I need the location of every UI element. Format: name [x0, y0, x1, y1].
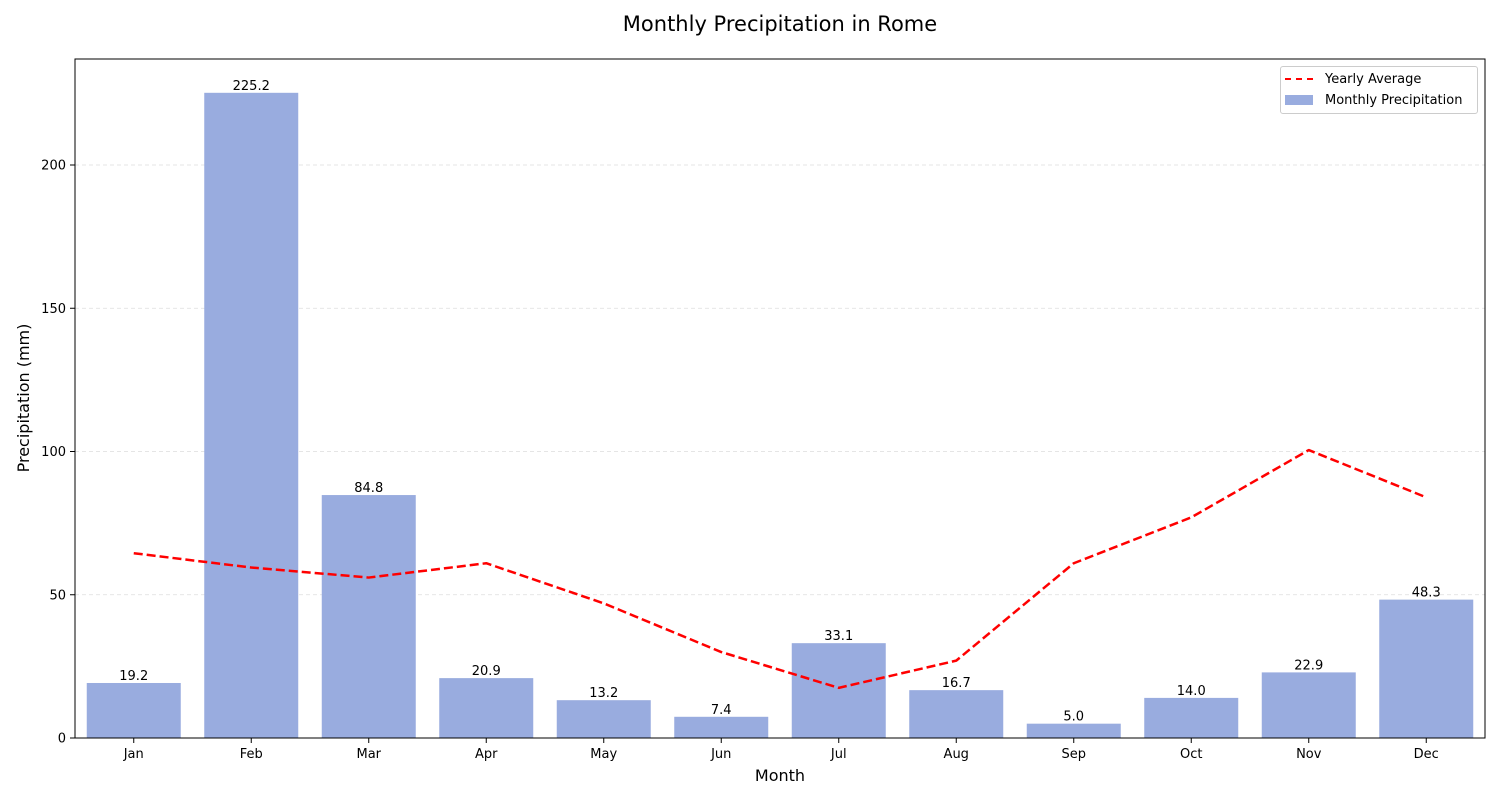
legend-dashed-line-swatch	[1285, 78, 1313, 80]
bar-value-label: 225.2	[233, 79, 270, 94]
bar-apr	[439, 678, 534, 738]
bar-oct	[1144, 697, 1239, 738]
legend: Yearly Average Monthly Precipitation	[1280, 66, 1478, 114]
bar-dec	[1379, 599, 1474, 738]
bar-value-label: 14.0	[1177, 684, 1206, 699]
grid-lines	[75, 164, 1485, 596]
bars	[86, 92, 1474, 738]
legend-bar-swatch	[1285, 95, 1313, 105]
yearly-average-line	[133, 448, 1427, 690]
x-tick-label: Aug	[944, 747, 969, 762]
legend-label-monthly-precipitation: Monthly Precipitation	[1325, 92, 1463, 108]
bar-value-label: 48.3	[1412, 586, 1441, 601]
y-tick-label: 150	[41, 302, 66, 317]
bar-value-label: 7.4	[711, 703, 732, 718]
bar-sep	[1026, 723, 1121, 738]
bar-feb	[204, 92, 299, 738]
bar-aug	[909, 690, 1004, 738]
average-line	[133, 448, 1427, 690]
x-tick-label: Apr	[475, 747, 498, 762]
x-tick-label: Oct	[1180, 747, 1202, 762]
x-tick-label: Jul	[830, 747, 847, 762]
bar-may	[556, 700, 651, 738]
x-tick-label: Dec	[1414, 747, 1439, 762]
bar-jan	[86, 682, 181, 738]
x-tick-label: Jan	[123, 747, 144, 762]
x-tick-label: Jun	[710, 747, 731, 762]
bar-value-label: 5.0	[1063, 710, 1084, 725]
bar-value-label: 16.7	[942, 676, 971, 691]
bar-value-label: 19.2	[119, 669, 148, 684]
x-axis-label: Month	[755, 766, 805, 785]
bar-nov	[1261, 672, 1356, 738]
x-tick-label: Nov	[1296, 747, 1322, 762]
bar-mar	[321, 495, 416, 738]
bar-value-label: 84.8	[354, 481, 383, 496]
chart-title: Monthly Precipitation in Rome	[623, 12, 937, 36]
bar-jun	[674, 716, 769, 738]
legend-item-monthly-precipitation: Monthly Precipitation	[1285, 91, 1462, 109]
bar-value-label: 20.9	[472, 664, 501, 679]
legend-label-yearly-average: Yearly Average	[1325, 71, 1422, 87]
bar-value-labels: 19.2 225.2 84.8 20.9 13.2 7.4 33.1 16.7 5.0 14.0 2…	[119, 79, 1440, 725]
x-tick-label: Mar	[356, 747, 381, 762]
x-tick-label: Sep	[1061, 747, 1086, 762]
x-tick-label: May	[590, 747, 617, 762]
bar-value-label: 22.9	[1294, 658, 1323, 673]
bar-value-label: 13.2	[589, 686, 618, 701]
y-axis-label: Precipitation (mm)	[14, 324, 33, 473]
y-tick-label: 200	[41, 159, 66, 174]
y-tick-label: 0	[58, 732, 66, 747]
plot-frame	[74, 58, 1486, 739]
legend-item-yearly-average: Yearly Average	[1285, 70, 1421, 88]
y-tick-label: 100	[41, 445, 66, 460]
x-tick-label: Feb	[240, 747, 263, 762]
y-tick-label: 50	[49, 588, 66, 603]
bar-value-label: 33.1	[824, 629, 853, 644]
axes: 0 50 100 150 200 Jan Feb Mar Apr May Jun Jul Aug Sep O…	[41, 58, 1486, 762]
bar-jul	[791, 643, 886, 738]
